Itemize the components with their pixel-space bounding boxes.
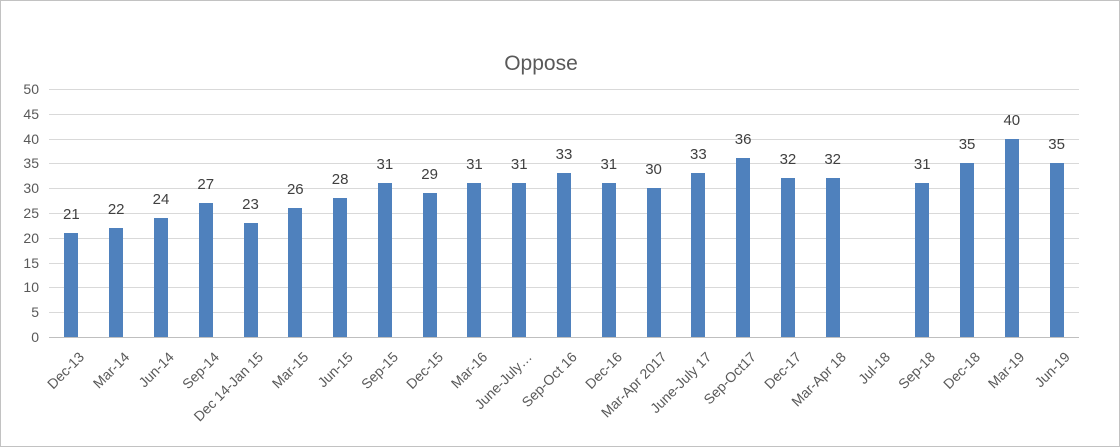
data-label: 35 [958,136,976,154]
data-label: 29 [421,166,438,184]
bar [64,232,79,337]
data-label: 23 [242,195,259,213]
bar [333,198,348,337]
y-axis-tick-label: 20 [23,229,39,246]
x-axis-tick-label: Mar-14 [89,348,133,392]
data-label: 26 [286,181,304,199]
data-label: 33 [690,146,707,164]
bar [780,178,795,337]
bar [557,173,571,337]
data-label: 31 [510,156,528,174]
x-axis-tick-label: Jun-14 [135,348,177,391]
data-label: 24 [152,190,170,208]
y-axis-tick-label: 50 [23,81,39,97]
bar [825,178,840,337]
bar [736,158,751,337]
y-axis-tick-label: 10 [23,279,39,296]
bar [960,163,975,337]
y-axis-tick-label: 15 [23,254,39,271]
x-axis-tick-label: Dec-13 [44,348,88,392]
data-label: 31 [600,156,618,174]
data-label: 31 [913,156,931,174]
gridline [49,138,1079,140]
bar [601,183,616,337]
data-label: 33 [555,146,573,164]
data-label: 35 [1048,136,1065,154]
bar [646,188,661,337]
data-label: 32 [779,151,797,169]
y-axis-tick-label: 5 [31,304,39,321]
data-label: 30 [645,161,662,179]
bar [1004,138,1019,337]
data-label: 40 [1003,111,1021,129]
x-axis-tick-label: Mar-19 [985,348,1028,392]
bar [1049,163,1064,337]
data-label: 27 [197,176,215,194]
data-label: 36 [734,131,752,149]
gridline [49,163,1079,165]
x-axis-tick-label: Dec-15 [402,348,446,392]
y-axis-tick-label: 25 [23,205,39,221]
gridline [49,113,1079,115]
x-axis-tick-label: Jun-15 [314,348,357,391]
bar [512,183,527,337]
bar [109,227,124,337]
x-axis-tick-label: Mar-15 [268,348,312,392]
chart-title: Oppose [504,52,578,75]
gridline [49,89,1079,90]
data-label: 31 [376,156,394,174]
bar [377,183,392,337]
bar [243,222,258,337]
x-axis-tick-label: Sep-18 [895,348,939,392]
y-axis-tick-label: 30 [23,180,39,197]
x-axis-line [49,337,1079,338]
data-label: 21 [63,205,80,223]
y-axis-tick-label: 35 [23,155,39,172]
bar [153,217,168,337]
bar [915,183,930,337]
bar [691,173,706,337]
x-axis-tick-label: Jun-19 [1031,348,1073,391]
data-label: 28 [331,171,349,189]
bar [422,193,437,337]
x-axis-tick-label: Dec-18 [939,348,984,392]
bar [288,208,303,337]
y-axis-tick-label: 45 [23,105,39,122]
bar [198,203,213,337]
bar [467,183,482,337]
x-axis-tick-label: Sep-15 [357,348,401,392]
y-axis-tick-label: 40 [23,130,39,147]
data-label: 22 [107,200,125,218]
x-axis-tick-label: Jul-18 [855,348,894,387]
data-label: 31 [466,156,483,174]
data-label: 32 [824,151,842,169]
y-axis-tick-label: 0 [31,329,39,345]
